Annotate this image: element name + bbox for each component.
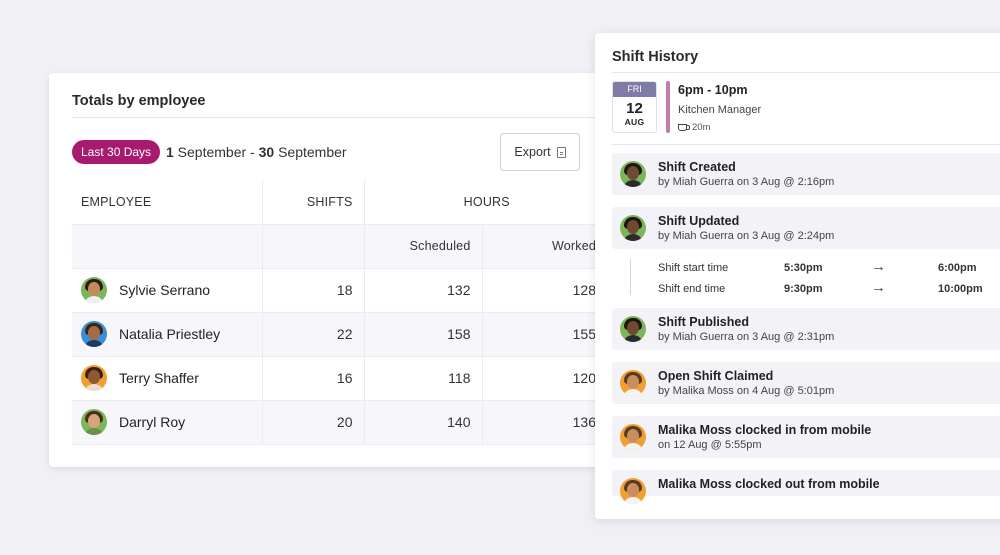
history-event[interactable]: Shift Updated by Miah Guerra on 3 Aug @ …: [612, 207, 1000, 249]
avatar: [81, 365, 107, 391]
employee-cell: Sylvie Serrano: [72, 268, 262, 313]
hours-header: HOURS: [363, 180, 609, 225]
employee-cell: Terry Shaffer: [72, 356, 262, 401]
scheduled-value: 158: [363, 312, 482, 357]
history-title: Shift History: [612, 49, 699, 65]
change-new-value: 6:00pm: [938, 262, 977, 274]
date-tile: FRI 12 AUG: [612, 81, 657, 133]
event-subtitle: by Malika Moss on 4 Aug @ 5:01pm: [658, 385, 835, 397]
history-event[interactable]: Malika Moss clocked in from mobile on 12…: [612, 416, 1000, 458]
event-subtitle: on 12 Aug @ 5:55pm: [658, 439, 762, 451]
avatar: [620, 215, 646, 241]
employee-name: Terry Shaffer: [119, 370, 199, 386]
avatar: [620, 316, 646, 342]
employee-name: Natalia Priestley: [119, 326, 221, 342]
scheduled-header[interactable]: Scheduled: [363, 224, 482, 269]
scheduled-value: 132: [363, 268, 482, 313]
avatar: [620, 370, 646, 396]
range-end-day: 30: [258, 144, 275, 160]
shift-history-card: Shift History FRI 12 AUG 6pm - 10pm Kitc…: [595, 33, 1000, 519]
empty-subheader: [72, 224, 262, 269]
document-icon: [556, 146, 566, 158]
totals-by-employee-card: Totals by employee Last 30 Days 1 Septem…: [49, 73, 609, 467]
avatar: [620, 478, 646, 504]
avatar: [620, 161, 646, 187]
totals-title: Totals by employee: [72, 93, 206, 109]
totals-table: EMPLOYEE SHIFTS HOURS Scheduled Worked: [72, 180, 609, 445]
date-range-text: 1 September - 30 September: [166, 144, 347, 160]
date-day: 12: [626, 100, 643, 117]
range-start-day: 1: [166, 144, 174, 160]
employee-name: Darryl Roy: [119, 414, 186, 430]
shifts-header[interactable]: SHIFTS: [261, 180, 364, 225]
export-button[interactable]: Export: [500, 133, 580, 171]
event-subtitle: by Miah Guerra on 3 Aug @ 2:31pm: [658, 331, 835, 343]
break-duration: 20m: [692, 122, 711, 133]
table-row[interactable]: Terry Shaffer 16 118 120: [72, 356, 609, 401]
change-label: Shift start time: [658, 262, 729, 274]
shift-role: Kitchen Manager: [678, 104, 762, 116]
worked-value: 128: [481, 268, 609, 313]
history-event[interactable]: Shift Created by Miah Guerra on 3 Aug @ …: [612, 153, 1000, 195]
change-old-value: 9:30pm: [784, 283, 823, 295]
avatar: [81, 321, 107, 347]
arrow-right-icon: →: [871, 279, 886, 296]
employee-cell: Natalia Priestley: [72, 312, 262, 357]
event-title: Shift Created: [658, 160, 736, 174]
event-title: Shift Updated: [658, 214, 740, 228]
shifts-value: 16: [261, 356, 364, 401]
date-weekday: FRI: [613, 82, 656, 97]
history-event[interactable]: Shift Published by Miah Guerra on 3 Aug …: [612, 308, 1000, 350]
shift-time: 6pm - 10pm: [678, 83, 748, 97]
table-row[interactable]: Darryl Roy 20 140 136: [72, 400, 609, 445]
divider: [72, 117, 609, 118]
coffee-cup-icon: [678, 124, 690, 131]
employee-header[interactable]: EMPLOYEE: [72, 180, 262, 225]
date-month: AUG: [624, 117, 645, 127]
date-range-badge[interactable]: Last 30 Days: [72, 140, 161, 164]
change-new-value: 10:00pm: [938, 283, 983, 295]
avatar: [620, 424, 646, 450]
range-start-month: September -: [173, 144, 259, 160]
scheduled-value: 118: [363, 356, 482, 401]
history-event[interactable]: Malika Moss clocked out from mobile: [612, 470, 1000, 504]
shift-color-bar: [666, 81, 670, 133]
shifts-value: 20: [261, 400, 364, 445]
divider: [612, 144, 1000, 145]
shifts-value: 22: [261, 312, 364, 357]
shifts-value: 18: [261, 268, 364, 313]
avatar: [81, 277, 107, 303]
employee-cell: Darryl Roy: [72, 400, 262, 445]
event-title: Malika Moss clocked in from mobile: [658, 423, 872, 437]
change-old-value: 5:30pm: [784, 262, 823, 274]
empty-subheader: [261, 224, 364, 269]
shift-break: 20m: [678, 122, 710, 133]
employee-name: Sylvie Serrano: [119, 282, 211, 298]
history-event[interactable]: Open Shift Claimed by Malika Moss on 4 A…: [612, 362, 1000, 404]
change-connector: [630, 259, 631, 295]
worked-value: 120: [481, 356, 609, 401]
table-row[interactable]: Natalia Priestley 22 158 155: [72, 312, 609, 357]
event-title: Open Shift Claimed: [658, 369, 774, 383]
table-row[interactable]: Sylvie Serrano 18 132 128: [72, 268, 609, 313]
export-label: Export: [514, 145, 551, 159]
scheduled-value: 140: [363, 400, 482, 445]
worked-header[interactable]: Worked: [481, 224, 609, 269]
avatar: [81, 409, 107, 435]
change-label: Shift end time: [658, 283, 726, 295]
shift-changes: Shift start time 5:30pm → 6:00pm Shift e…: [612, 255, 1000, 299]
arrow-right-icon: →: [871, 258, 886, 275]
event-title: Shift Published: [658, 315, 749, 329]
change-row: Shift end time 9:30pm → 10:00pm: [658, 279, 1000, 299]
change-row: Shift start time 5:30pm → 6:00pm: [658, 258, 1000, 278]
worked-value: 136: [481, 400, 609, 445]
worked-value: 155: [481, 312, 609, 357]
divider: [612, 72, 1000, 73]
range-end-month: September: [274, 144, 347, 160]
event-subtitle: by Miah Guerra on 3 Aug @ 2:16pm: [658, 176, 835, 188]
event-title: Malika Moss clocked out from mobile: [658, 477, 880, 491]
event-subtitle: by Miah Guerra on 3 Aug @ 2:24pm: [658, 230, 835, 242]
